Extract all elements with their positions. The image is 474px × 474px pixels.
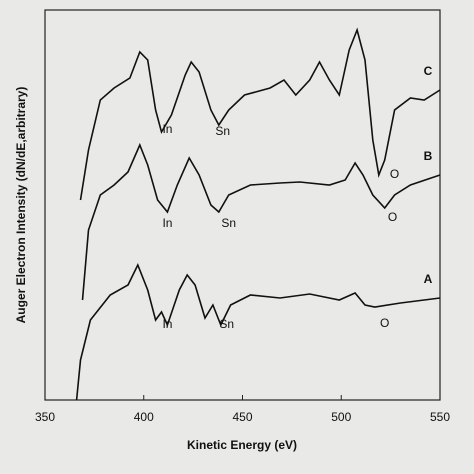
- annotation: In: [162, 122, 172, 136]
- annotation: O: [390, 167, 399, 181]
- annotation: Sn: [215, 124, 230, 138]
- series-line: [81, 142, 441, 301]
- annotation: O: [380, 316, 389, 330]
- y-axis-label: Auger Electron Intensity (dN/dE,arbitrar…: [14, 87, 28, 324]
- annotation: O: [388, 210, 397, 224]
- series-label: A: [424, 272, 433, 286]
- series-line: [79, 27, 441, 201]
- annotation: In: [162, 216, 172, 230]
- x-tick-label: 350: [35, 410, 55, 424]
- annotation: Sn: [219, 317, 234, 331]
- annotation: Sn: [221, 216, 236, 230]
- x-axis-label: Kinetic Energy (eV): [187, 438, 297, 452]
- annotation: In: [162, 317, 172, 331]
- series-label: C: [424, 64, 433, 78]
- x-tick-label: 550: [430, 410, 450, 424]
- series-line: [75, 263, 441, 401]
- series-label: B: [424, 149, 433, 163]
- x-tick-label: 450: [232, 410, 252, 424]
- x-tick-label: 500: [331, 410, 351, 424]
- x-tick-label: 400: [134, 410, 154, 424]
